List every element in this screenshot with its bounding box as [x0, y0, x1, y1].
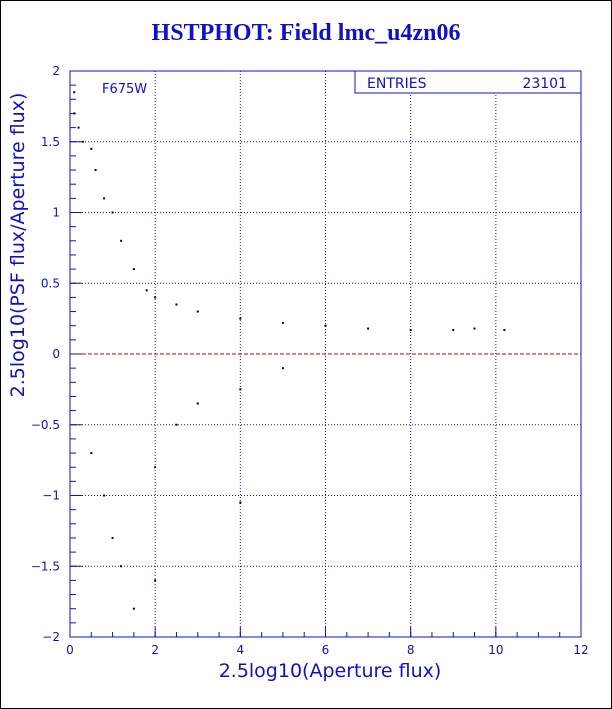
scatter-point: [120, 565, 123, 568]
x-tick-label: 0: [66, 643, 74, 657]
scatter-point: [324, 324, 327, 327]
scatter-point: [81, 140, 84, 143]
x-tick-labels: 0 2 4 6 8 10 12: [66, 643, 588, 657]
y-axis-label: 2.5log10(PSF flux/Aperture flux): [7, 93, 29, 398]
y-tick-label: −1: [42, 489, 60, 503]
scatter-point: [239, 501, 242, 504]
scatter-point: [103, 197, 106, 200]
scatter-point: [77, 126, 80, 129]
scatter-point: [90, 452, 93, 455]
scatter-point: [154, 296, 157, 299]
scatter-point: [94, 169, 97, 172]
y-tick-label: 1: [52, 206, 60, 220]
filter-label: F675W: [102, 82, 147, 97]
scatter-point: [90, 147, 93, 150]
stats-box: ENTRIES 23101: [354, 70, 582, 94]
scatter-point: [409, 328, 412, 331]
y-tick-label: −2: [42, 630, 60, 644]
scatter-point: [175, 303, 178, 306]
scatter-point: [120, 239, 123, 242]
scatter-point: [111, 536, 114, 539]
scatter-points: [73, 91, 506, 610]
scatter-point: [196, 310, 199, 313]
x-tick-label: 4: [237, 643, 245, 657]
scatter-point: [281, 321, 284, 324]
scatter-point: [73, 91, 76, 94]
x-tick-label: 6: [322, 643, 330, 657]
scatter-point: [154, 466, 157, 469]
y-tick-labels: −2 −1.5 −1 −0.5 0 0.5 1 1.5 2: [31, 64, 60, 644]
scatter-point: [103, 494, 106, 497]
y-tick-label: −1.5: [31, 559, 60, 573]
scatter-point: [239, 388, 242, 391]
scatter-point: [175, 423, 178, 426]
x-tick-label: 2: [151, 643, 159, 657]
scatter-point: [367, 327, 370, 330]
scatter-point: [239, 317, 242, 320]
scatter-point: [452, 328, 455, 331]
y-tick-label: 2: [52, 64, 60, 78]
stats-entries-value: 23101: [522, 76, 567, 92]
y-tick-label: 0: [52, 347, 60, 361]
scatter-point: [473, 327, 476, 330]
scatter-point: [503, 328, 506, 331]
x-axis-label: 2.5log10(Aperture flux): [219, 660, 442, 682]
y-tick-label: 1.5: [41, 135, 60, 149]
y-tick-label: 0.5: [41, 276, 60, 290]
scatter-point: [196, 402, 199, 405]
chart-title: HSTPHOT: Field lmc_u4zn06: [151, 20, 461, 46]
scatter-point: [132, 268, 135, 271]
scatter-point: [281, 367, 284, 370]
scatter-point: [145, 289, 148, 292]
scatter-point: [154, 579, 157, 582]
axis-ticks: [69, 70, 582, 638]
stats-box-frame: [354, 70, 582, 94]
x-tick-label: 8: [407, 643, 415, 657]
x-tick-label: 10: [488, 643, 503, 657]
y-tick-label: −0.5: [31, 418, 60, 432]
stats-entries-label: ENTRIES: [367, 76, 427, 92]
scatter-point: [111, 211, 114, 214]
x-tick-label: 12: [573, 643, 588, 657]
scatter-point: [132, 607, 135, 610]
